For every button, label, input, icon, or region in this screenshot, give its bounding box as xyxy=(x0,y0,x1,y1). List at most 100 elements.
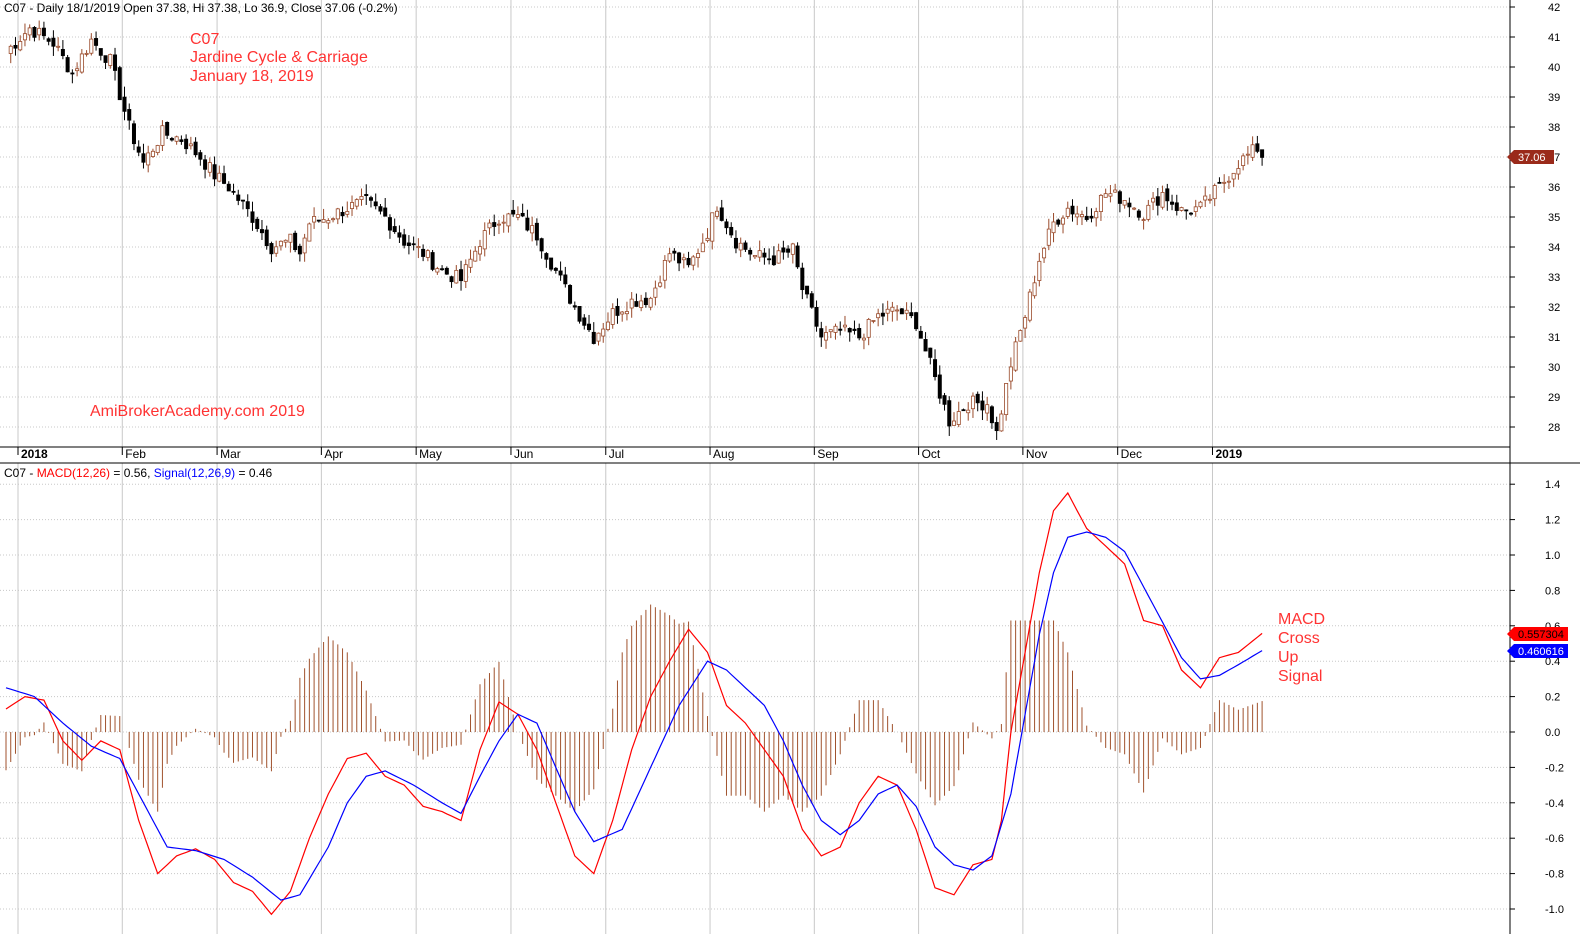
candle xyxy=(534,218,539,246)
candle-body xyxy=(1027,291,1032,321)
candle-body xyxy=(819,328,824,338)
candle-body xyxy=(677,252,682,264)
candle xyxy=(368,195,373,208)
macd-note-line-2: Cross xyxy=(1278,630,1320,647)
candle xyxy=(496,219,501,235)
candle-body xyxy=(994,422,999,432)
candle xyxy=(918,325,923,339)
candle-body xyxy=(222,173,227,184)
candle xyxy=(179,135,184,145)
candle xyxy=(530,216,535,242)
candle xyxy=(544,252,549,268)
candle-body xyxy=(454,269,459,284)
macd-line xyxy=(5,491,1263,916)
candle xyxy=(1046,218,1051,251)
candle xyxy=(857,323,862,341)
candle xyxy=(1094,207,1099,227)
candle xyxy=(1008,357,1013,390)
candle-body xyxy=(1226,180,1231,183)
price-tick-label: 40 xyxy=(1548,62,1560,74)
candle xyxy=(217,165,222,183)
candle xyxy=(719,199,724,222)
macd-tick-label: -0.6 xyxy=(1545,833,1564,845)
candle-body xyxy=(914,312,919,330)
candle xyxy=(771,246,776,266)
macd-tick-label: 1.0 xyxy=(1545,550,1560,562)
candle xyxy=(558,261,563,281)
candle xyxy=(198,149,203,166)
candle-body xyxy=(549,257,554,270)
candle-body xyxy=(321,219,326,223)
candle-body xyxy=(947,400,952,427)
candle xyxy=(1193,199,1198,217)
candle-body xyxy=(587,323,592,331)
candle xyxy=(624,301,629,321)
macd-tick-label: -1.0 xyxy=(1545,904,1564,916)
candle xyxy=(259,219,264,240)
candle xyxy=(397,225,402,244)
candle-body xyxy=(667,253,672,262)
x-tick-label: 2018 xyxy=(21,447,48,461)
annotation-date: January 18, 2019 xyxy=(190,68,314,85)
price-header: C07 - Daily 18/1/2019 Open 37.38, Hi 37.… xyxy=(4,1,398,15)
candle xyxy=(1004,383,1009,421)
price-tick-label: 32 xyxy=(1548,302,1560,314)
candle xyxy=(691,255,696,271)
candle-body xyxy=(1193,206,1198,212)
candle xyxy=(937,365,942,404)
candle xyxy=(733,230,738,254)
x-tick-label: Jul xyxy=(609,447,624,461)
candle xyxy=(757,240,762,262)
candle-body xyxy=(179,139,184,142)
candle xyxy=(591,322,596,345)
candle-body xyxy=(1108,193,1113,197)
candle xyxy=(1065,201,1070,219)
candle xyxy=(748,247,753,261)
candle-body xyxy=(416,246,421,249)
candle-body xyxy=(359,196,364,200)
candle xyxy=(1108,185,1113,203)
candle-body xyxy=(231,190,236,193)
candle-body xyxy=(1018,330,1023,342)
candle xyxy=(430,249,435,272)
candle xyxy=(321,208,326,223)
candle-body xyxy=(1098,194,1103,212)
candle xyxy=(245,194,250,217)
candle xyxy=(781,240,786,260)
tick-labels: 282930313233343536373839404142-1.0-0.8-0… xyxy=(17,2,1564,916)
candle xyxy=(1084,206,1089,222)
candle-body xyxy=(1141,219,1146,221)
candle-body xyxy=(364,194,369,196)
candle-body xyxy=(942,395,947,405)
candle-body xyxy=(506,213,511,227)
candle-body xyxy=(572,305,577,308)
candle-body xyxy=(226,183,231,192)
candle xyxy=(1051,212,1056,243)
candle-body xyxy=(482,230,487,250)
candle xyxy=(809,291,814,309)
candle-body xyxy=(710,212,715,242)
candle-body xyxy=(729,226,734,236)
candle xyxy=(805,285,810,299)
candle-body xyxy=(316,219,321,222)
candle xyxy=(1165,183,1170,211)
candle-body xyxy=(1241,155,1246,166)
candle xyxy=(994,416,999,440)
price-tick-label: 35 xyxy=(1548,212,1560,224)
candle xyxy=(184,134,189,155)
candle-body xyxy=(895,309,900,312)
candle xyxy=(250,201,255,231)
candle-body xyxy=(1207,198,1212,201)
candle-body xyxy=(847,327,852,333)
candle xyxy=(985,396,990,421)
candle-body xyxy=(1127,202,1132,208)
candle-body xyxy=(885,308,890,314)
candle-body xyxy=(1236,168,1241,175)
candle xyxy=(226,181,231,192)
candle xyxy=(27,24,32,41)
candle xyxy=(207,157,212,177)
candle-body xyxy=(94,38,99,46)
candle-body xyxy=(1255,143,1260,152)
candle-body xyxy=(563,274,568,285)
